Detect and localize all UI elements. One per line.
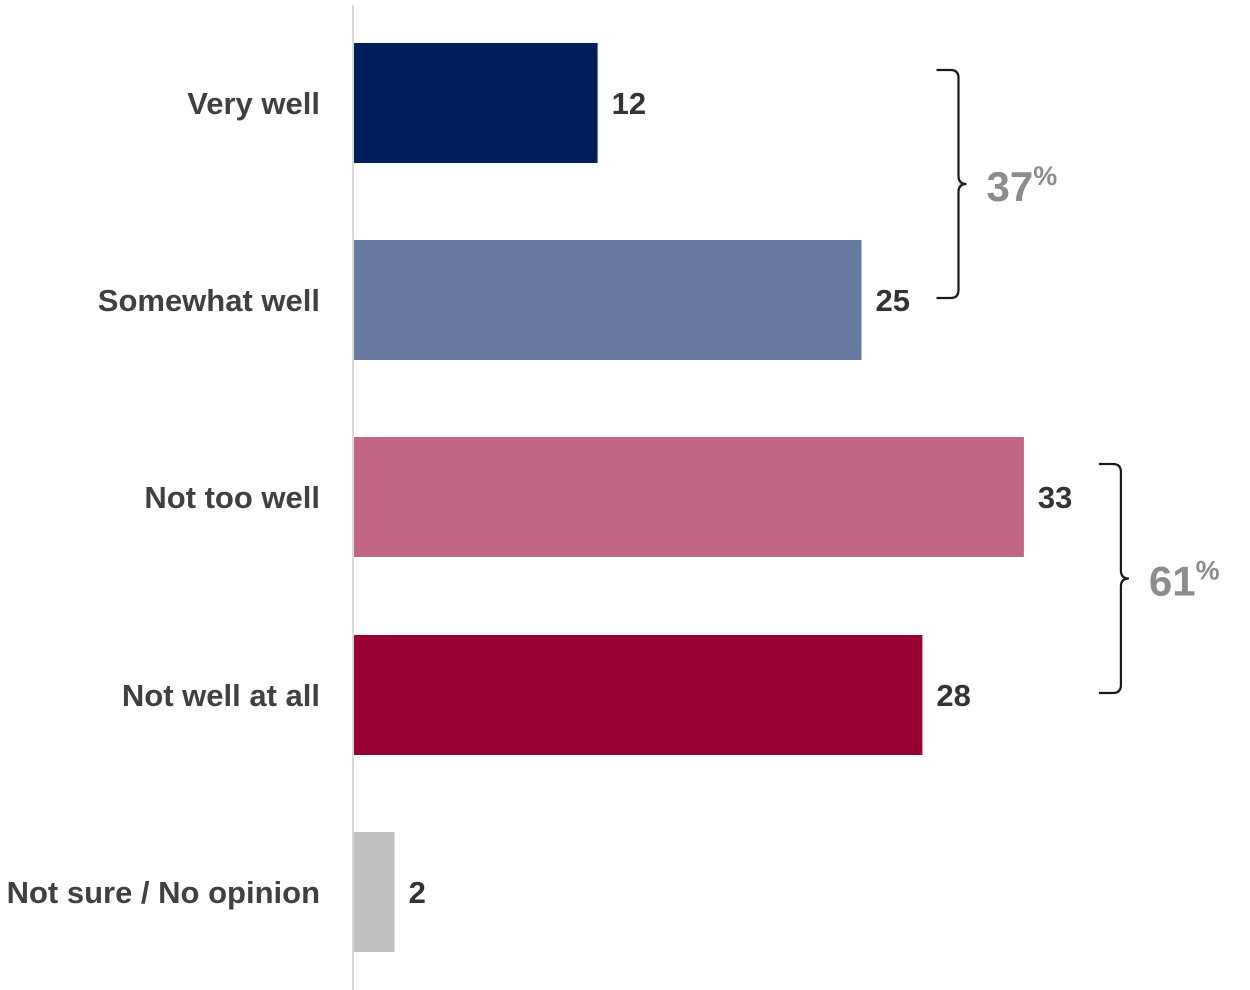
group-bracket-2 <box>1098 462 1129 695</box>
group-total-label-2: 61% <box>1149 556 1220 605</box>
category-label-not-too-well: Not too well <box>144 480 320 515</box>
group-total-unit-1: % <box>1033 161 1057 191</box>
value-label-somewhat-well: 25 <box>876 283 910 318</box>
brackets-group: 37%61% <box>936 68 1220 695</box>
category-label-very-well: Very well <box>187 86 320 121</box>
group-total-label-1: 37% <box>987 161 1058 210</box>
value-label-not-too-well: 33 <box>1038 480 1072 515</box>
value-label-very-well: 12 <box>612 86 646 121</box>
bar-very-well <box>354 43 598 163</box>
group-total-unit-2: % <box>1196 556 1220 586</box>
bar-not-too-well <box>354 437 1024 557</box>
bars-group <box>354 43 1024 952</box>
value-label-not-sure-no-opinion: 2 <box>409 875 426 910</box>
category-label-not-sure-no-opinion: Not sure / No opinion <box>7 875 320 910</box>
category-label-somewhat-well: Somewhat well <box>98 283 320 318</box>
bar-somewhat-well <box>354 240 862 360</box>
bar-not-sure-no-opinion <box>354 832 395 952</box>
group-total-value-2: 61 <box>1149 558 1196 605</box>
group-bracket-1 <box>936 68 967 300</box>
category-label-not-well-at-all: Not well at all <box>122 678 320 713</box>
value-label-not-well-at-all: 28 <box>936 678 970 713</box>
labels-group: Very well 12 Somewhat well 25 Not too well 33… <box>7 86 1073 910</box>
bar-not-well-at-all <box>354 635 923 755</box>
group-total-value-1: 37 <box>987 163 1034 210</box>
